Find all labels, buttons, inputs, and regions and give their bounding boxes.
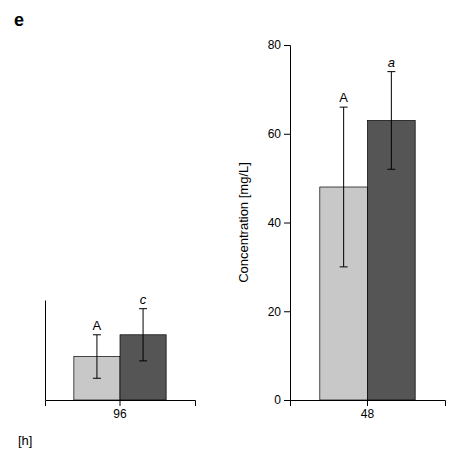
y-axis [45,301,46,401]
y-tick: 0 [274,393,290,407]
error-bar-cap [387,71,395,72]
y-tick-label: 40 [268,216,282,230]
y-tick-label: 0 [274,393,281,407]
error-bar [93,335,101,378]
y-axis-line [284,46,291,401]
x-axis-title: [h] [18,433,32,448]
x-tick-label: 96 [113,407,127,421]
y-axis-title: Concentration [mg/L] [236,162,251,283]
error-bar-cap [93,334,101,335]
panel-1: Aa 48 0 20 40 60 80 Concentration [mg/L] [236,38,446,420]
y-tick-label: 80 [268,38,282,52]
bar-annotation: A [93,318,102,333]
error-bar-cap [340,266,348,267]
y-tick: 80 [268,38,290,52]
error-bar-stem [391,72,392,170]
x-axis: 48 [291,400,446,421]
bar-annotation: A [339,90,348,105]
error-bar-cap [387,169,395,170]
error-bar-stem [96,335,97,378]
y-tick-label: 60 [268,127,282,141]
error-bar [387,72,395,170]
y-tick-mark [284,311,290,312]
bar-annotation: c [140,292,147,307]
x-axis-line [46,401,196,407]
y-tick-mark [284,45,290,46]
error-bar-stem [343,107,344,267]
x-axis: 96 [46,400,196,421]
bar-annotation: a [388,55,395,70]
x-axis-line [291,401,446,407]
error-bar-cap [139,360,147,361]
annotation-layer: Ac [93,292,147,333]
panel-0: Ac 96 [h] [18,292,196,448]
y-tick-mark [284,134,290,135]
x-tick: 48 [361,400,375,421]
y-tick-label: 20 [268,305,282,319]
error-bar-cap [340,107,348,108]
chart-svg: Ac 96 [h] e Aa 48 0 20 40 60 80 Concentration [mg/L… [0,0,474,474]
plot-area [320,72,415,400]
x-tick: 96 [113,400,127,421]
x-tick-mark [120,400,121,406]
y-tick-mark [284,223,290,224]
annotation-layer: Aa [339,55,395,106]
y-tick: 40 [268,216,290,230]
y-axis: 0 20 40 60 80 [268,38,291,407]
error-bar-cap [139,308,147,309]
error-bar-cap [93,378,101,379]
y-tick-mark [284,400,290,401]
error-bar-stem [143,309,144,361]
error-bar [139,309,147,361]
error-bar [340,107,348,267]
y-tick: 20 [268,305,290,319]
y-axis-line [45,301,46,401]
x-tick-mark [367,400,368,406]
panel-letter: e [14,10,24,30]
y-tick: 60 [268,127,290,141]
plot-area [74,309,166,400]
x-tick-label: 48 [361,407,375,421]
